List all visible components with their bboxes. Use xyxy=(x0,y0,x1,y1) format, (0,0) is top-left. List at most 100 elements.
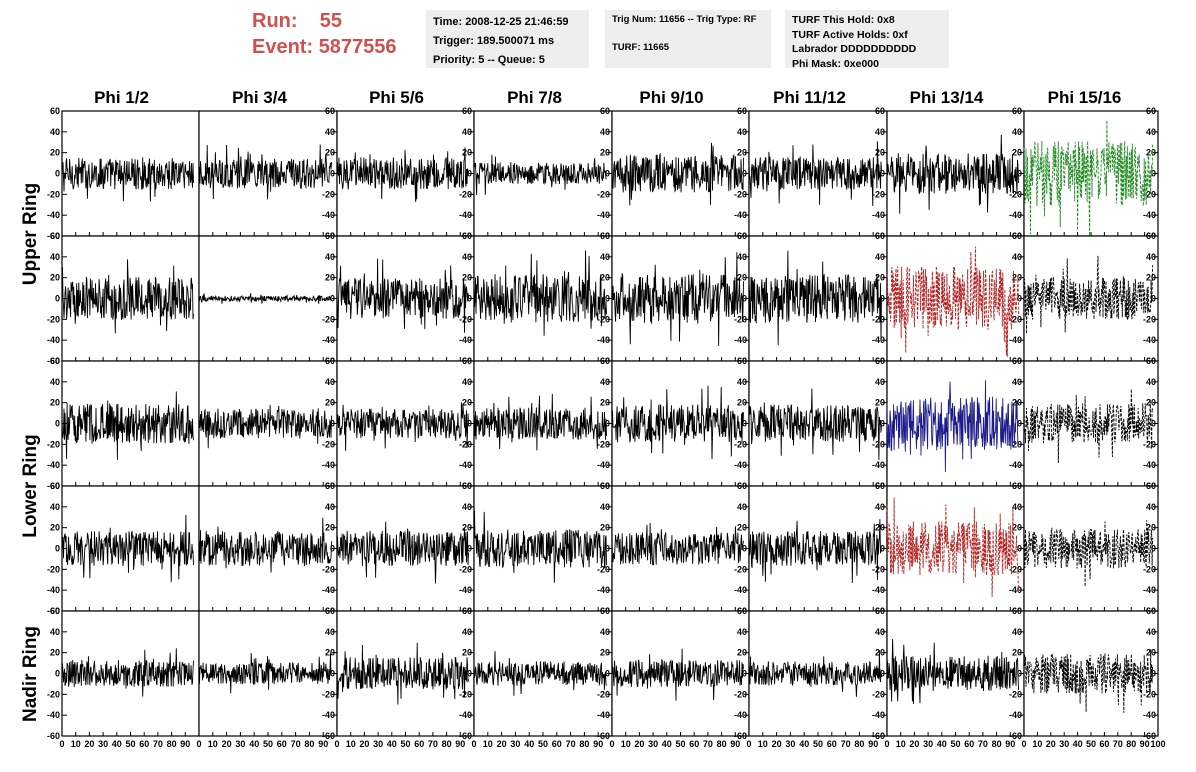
phi-mask-text: Phi Mask: 0xe000 xyxy=(792,57,879,70)
x-tick-label: 0 xyxy=(746,739,751,749)
y-tick-label: -20 xyxy=(322,564,335,574)
y-tick-label: 40 xyxy=(737,377,747,387)
y-tick-label: -40 xyxy=(459,335,472,345)
waveform-trace xyxy=(198,517,332,573)
x-tick-label: 90 xyxy=(1140,739,1150,749)
y-tick-label: -20 xyxy=(872,689,885,699)
y-tick-label: 40 xyxy=(1012,377,1022,387)
x-tick-label: 90 xyxy=(730,739,740,749)
waveform-trace xyxy=(198,652,332,694)
waveform-trace xyxy=(473,650,607,696)
time-info-box: Time: 2008-12-25 21:46:59 Trigger: 189.5… xyxy=(426,10,589,68)
y-tick-label: 0 xyxy=(55,419,60,429)
y-tick-label: 40 xyxy=(462,127,472,137)
y-tick-label: -20 xyxy=(1009,564,1022,574)
y-tick-label: 60 xyxy=(737,481,747,491)
y-tick-label: 20 xyxy=(325,523,335,533)
waveform-trace xyxy=(336,402,469,451)
y-tick-label: 20 xyxy=(600,273,610,283)
y-tick-label: 0 xyxy=(1151,294,1156,304)
y-tick-label: -40 xyxy=(322,335,335,345)
y-tick-label: 20 xyxy=(600,523,610,533)
y-tick-label: 20 xyxy=(1012,523,1022,533)
y-tick-label: 40 xyxy=(1146,502,1156,512)
waveform-trace xyxy=(473,154,607,196)
y-tick-label: 20 xyxy=(50,648,60,658)
y-tick-label: 60 xyxy=(1012,356,1022,366)
y-tick-label: 60 xyxy=(737,231,747,241)
x-tick-label: 0 xyxy=(609,739,614,749)
waveform-trace xyxy=(473,510,607,583)
turf-active-text: TURF Active Holds: 0xf xyxy=(792,28,908,41)
x-tick-label: 80 xyxy=(304,739,314,749)
y-tick-label: -40 xyxy=(47,210,60,220)
y-tick-label: 0 xyxy=(880,419,885,429)
y-tick-label: -20 xyxy=(734,314,747,324)
y-tick-label: -60 xyxy=(734,731,747,741)
x-tick-label: 10 xyxy=(621,739,631,749)
x-tick-label: 100 xyxy=(1150,739,1165,749)
y-tick-label: 0 xyxy=(467,669,472,679)
y-tick-label: 60 xyxy=(325,231,335,241)
y-tick-label: 40 xyxy=(462,627,472,637)
y-tick-label: 40 xyxy=(325,377,335,387)
y-tick-label: 0 xyxy=(880,294,885,304)
y-tick-label: 20 xyxy=(50,523,60,533)
waveform-trace xyxy=(611,142,744,206)
y-tick-label: 0 xyxy=(880,169,885,179)
x-tick-label: 30 xyxy=(785,739,795,749)
x-tick-label: 80 xyxy=(579,739,589,749)
y-tick-label: 40 xyxy=(325,127,335,137)
x-tick-label: 30 xyxy=(923,739,933,749)
y-tick-label: 0 xyxy=(742,669,747,679)
y-tick-label: -20 xyxy=(47,189,60,199)
phi-column-label: Phi 5/6 xyxy=(369,88,424,107)
y-tick-label: 20 xyxy=(1146,398,1156,408)
y-tick-label: 40 xyxy=(1012,502,1022,512)
y-tick-label: 0 xyxy=(605,544,610,554)
y-tick-label: -20 xyxy=(459,189,472,199)
y-tick-label: -20 xyxy=(872,189,885,199)
waveform-trace xyxy=(61,259,194,334)
y-tick-label: 40 xyxy=(1146,127,1156,137)
priority-text: Priority: 5 -- Queue: 5 xyxy=(433,54,545,66)
trig-text: Trig Num: 11656 -- Trig Type: RF xyxy=(612,14,757,25)
y-tick-label: -40 xyxy=(872,585,885,595)
y-tick-label: -40 xyxy=(1009,210,1022,220)
y-tick-label: 20 xyxy=(737,648,747,658)
x-tick-label: 20 xyxy=(634,739,644,749)
run-label: Run: xyxy=(252,10,298,32)
x-tick-label: 20 xyxy=(497,739,507,749)
y-tick-label: -60 xyxy=(1143,731,1156,741)
y-tick-label: -60 xyxy=(47,231,60,241)
y-tick-label: 60 xyxy=(462,606,472,616)
y-tick-label: 20 xyxy=(1012,273,1022,283)
x-tick-label: 40 xyxy=(249,739,259,749)
y-tick-label: 60 xyxy=(462,231,472,241)
y-tick-label: 20 xyxy=(462,398,472,408)
y-tick-label: -40 xyxy=(322,585,335,595)
y-tick-label: -40 xyxy=(322,710,335,720)
x-tick-label: 30 xyxy=(510,739,520,749)
waveform-trace xyxy=(748,388,882,461)
x-tick-label: 90 xyxy=(455,739,465,749)
y-tick-label: 60 xyxy=(1146,106,1156,116)
y-tick-label: 20 xyxy=(875,648,885,658)
waveform-trace xyxy=(336,642,469,705)
x-tick-label: 10 xyxy=(483,739,493,749)
x-tick-label: 20 xyxy=(909,739,919,749)
waveform-trace xyxy=(886,380,1019,473)
y-tick-label: 0 xyxy=(55,294,60,304)
waveform-trace xyxy=(748,519,882,584)
waveform-trace xyxy=(886,497,1019,597)
y-tick-label: 0 xyxy=(55,169,60,179)
y-tick-label: -20 xyxy=(1143,564,1156,574)
x-tick-label: 60 xyxy=(964,739,974,749)
